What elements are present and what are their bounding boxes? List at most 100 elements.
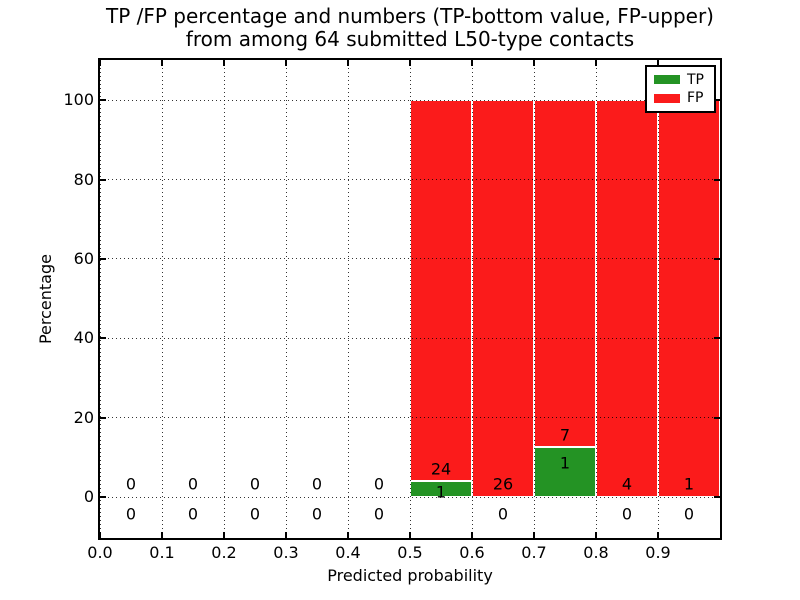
x-tick-mark-bottom: [595, 532, 597, 538]
x-tick-mark-top: [99, 60, 101, 66]
y-tick-mark-left: [100, 99, 106, 102]
bar-fp-segment: [596, 100, 658, 498]
chart-title-line1: TP /FP percentage and numbers (TP-bottom…: [106, 4, 714, 28]
gridline-vertical: [533, 60, 535, 538]
count-annotation: 0: [249, 474, 261, 494]
gridline-vertical: [161, 60, 163, 538]
x-tick-mark-bottom: [409, 532, 411, 538]
x-tick-label: 0.6: [459, 543, 485, 562]
x-tick-label: 0.3: [273, 543, 299, 562]
x-tick-mark-top: [657, 60, 659, 66]
y-tick-label: 60: [73, 248, 94, 268]
x-tick-label: 0.0: [87, 543, 113, 562]
x-tick-mark-bottom: [161, 532, 163, 538]
y-tick-mark-left: [100, 337, 106, 340]
count-annotation: 4: [621, 474, 633, 494]
x-axis-label: Predicted probability: [327, 566, 493, 585]
bar-fp-segment: [472, 100, 534, 498]
y-tick-mark-left: [100, 257, 106, 260]
count-annotation: 0: [373, 504, 385, 524]
x-tick-mark-bottom: [533, 532, 535, 538]
gridline-vertical: [223, 60, 225, 538]
gridline-vertical: [99, 60, 101, 538]
gridline-vertical: [347, 60, 349, 538]
y-axis-label: Percentage: [36, 254, 55, 345]
y-tick-mark-right: [714, 257, 720, 260]
y-tick-label: 40: [73, 328, 94, 348]
count-annotation: 7: [559, 425, 571, 445]
x-tick-mark-top: [595, 60, 597, 66]
count-annotation: 1: [559, 453, 571, 473]
y-tick-label: 20: [73, 407, 94, 427]
count-annotation: 0: [249, 504, 261, 524]
x-tick-mark-bottom: [657, 532, 659, 538]
count-annotation: 0: [621, 504, 633, 524]
count-annotation: 0: [497, 504, 509, 524]
x-tick-label: 0.2: [211, 543, 237, 562]
bar-tp-segment: [534, 447, 596, 498]
count-annotation: 0: [311, 504, 323, 524]
gridline-horizontal: [100, 417, 720, 419]
x-tick-label: 0.5: [397, 543, 423, 562]
x-tick-mark-top: [409, 60, 411, 66]
gridline-vertical: [285, 60, 287, 538]
plot-area: [98, 58, 722, 540]
count-annotation: 1: [435, 482, 447, 502]
bar-fp-segment: [534, 100, 596, 448]
x-tick-mark-bottom: [471, 532, 473, 538]
count-annotation: 0: [683, 504, 695, 524]
legend-label-tp: TP: [687, 71, 704, 88]
x-tick-mark-top: [347, 60, 349, 66]
legend-item-tp: TP: [647, 73, 714, 87]
legend: TP FP: [645, 65, 716, 113]
x-tick-label: 0.9: [645, 543, 671, 562]
chart-title: TP /FP percentage and numbers (TP-bottom…: [100, 5, 720, 51]
x-tick-mark-bottom: [99, 532, 101, 538]
gridline-vertical: [657, 60, 659, 538]
count-annotation: 1: [683, 474, 695, 494]
count-annotation: 24: [430, 459, 452, 479]
count-annotation: 0: [311, 474, 323, 494]
legend-label-fp: FP: [687, 90, 704, 107]
y-tick-mark-right: [714, 99, 720, 102]
x-tick-mark-bottom: [347, 532, 349, 538]
bar-fp-segment: [410, 100, 472, 482]
bar-fp-segment: [658, 100, 720, 498]
count-annotation: 0: [125, 474, 137, 494]
legend-item-fp: FP: [647, 91, 714, 105]
tp-color-swatch: [654, 75, 680, 85]
fp-color-swatch: [654, 93, 680, 103]
count-annotation: 0: [125, 504, 137, 524]
x-tick-mark-top: [533, 60, 535, 66]
gridline-vertical: [471, 60, 473, 538]
x-tick-mark-bottom: [285, 532, 287, 538]
y-tick-label: 100: [63, 90, 94, 110]
y-tick-mark-left: [100, 416, 106, 419]
gridline-horizontal: [100, 496, 720, 498]
x-tick-label: 0.8: [583, 543, 609, 562]
chart-title-line2: from among 64 submitted L50-type contact…: [185, 27, 635, 51]
y-tick-label: 80: [73, 169, 94, 189]
x-tick-mark-bottom: [223, 532, 225, 538]
y-tick-mark-right: [714, 178, 720, 181]
gridline-horizontal: [100, 99, 720, 101]
y-tick-mark-right: [714, 496, 720, 499]
y-tick-label: 0: [83, 487, 94, 507]
x-tick-label: 0.4: [335, 543, 361, 562]
y-tick-mark-left: [100, 178, 106, 181]
x-tick-label: 0.1: [149, 543, 175, 562]
count-annotation: 26: [492, 474, 514, 494]
y-tick-mark-right: [714, 337, 720, 340]
gridline-horizontal: [100, 337, 720, 339]
gridline-horizontal: [100, 258, 720, 260]
x-tick-mark-top: [161, 60, 163, 66]
count-annotation: 0: [187, 504, 199, 524]
count-annotation: 0: [373, 474, 385, 494]
x-tick-mark-top: [223, 60, 225, 66]
count-annotation: 0: [187, 474, 199, 494]
x-tick-mark-top: [285, 60, 287, 66]
x-tick-label: 0.7: [521, 543, 547, 562]
x-tick-mark-top: [471, 60, 473, 66]
gridline-vertical: [595, 60, 597, 538]
